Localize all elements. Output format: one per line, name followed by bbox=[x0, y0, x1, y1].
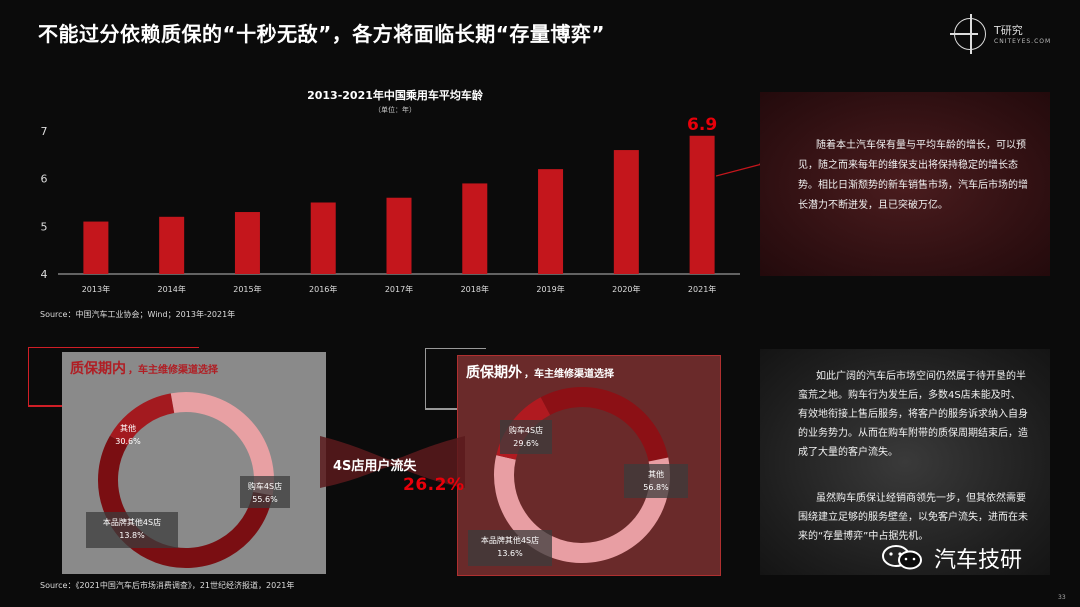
logo-name: T研究 bbox=[994, 24, 1023, 37]
x-tick-label: 2016年 bbox=[309, 284, 337, 294]
bar-chart: 4 5 6 7 2013年 2014年 2015年 2016年 2017年 2018年 2019年 2… bbox=[41, 115, 740, 294]
x-tick-label: 2021年 bbox=[688, 284, 716, 294]
wechat-icon bbox=[882, 545, 922, 570]
donut2-label-purchase-4s: 购车4S店 29.6% bbox=[500, 420, 552, 454]
loss-label: 4S店用户流失 bbox=[333, 459, 417, 474]
donut1-label-other: 其他 30.6% bbox=[115, 424, 141, 446]
y-tick-label: 6 bbox=[41, 173, 48, 186]
donut2-label-other: 其他 56.8% bbox=[624, 464, 688, 498]
watermark-text: 汽车技研 bbox=[934, 548, 1023, 573]
donut-slice bbox=[494, 455, 670, 563]
donut-slice bbox=[170, 392, 274, 496]
donut-slice bbox=[98, 435, 273, 568]
y-tick-label: 5 bbox=[41, 220, 48, 233]
bar bbox=[538, 169, 564, 274]
survey-source: Source：《2021中国汽车后市场消费调查》，21世纪经济报道，2021年 bbox=[40, 581, 295, 590]
bar bbox=[613, 150, 639, 274]
donut1-label-purchase-4s: 购车4S店 55.6% bbox=[240, 476, 290, 508]
bar-highlight-label: 6.9 bbox=[687, 115, 717, 135]
bar bbox=[83, 221, 109, 274]
x-tick-label: 2018年 bbox=[461, 284, 489, 294]
panel-out-warranty-subtitle: ，车主维修渠道选择 bbox=[524, 369, 614, 380]
x-tick-label: 2020年 bbox=[612, 284, 640, 294]
bar bbox=[462, 183, 488, 274]
panel-out-warranty-title: 质保期外 bbox=[466, 365, 522, 381]
insight-box-growth: 随着本土汽车保有量与平均车龄的增长，可以预见，随之而来每年的维保支出将保持稳定的… bbox=[760, 92, 1050, 276]
x-tick-label: 2014年 bbox=[157, 284, 185, 294]
bar bbox=[234, 212, 260, 274]
donut2-label-brand-4s: 本品牌其他4S店 13.6% bbox=[468, 530, 552, 566]
donut1-label-brand-4s: 本品牌其他4S店 13.8% bbox=[86, 512, 178, 548]
chart-title: 2013-2021年中国乘用车平均车龄 bbox=[307, 89, 483, 102]
insight-text-p2: 虽然购车质保让经销商领先一步，但其依然需要围绕建立足够的服务壁垒，以免客户流失，… bbox=[798, 493, 1028, 542]
bar bbox=[386, 197, 412, 274]
donut-slice bbox=[540, 387, 669, 462]
panel-in-warranty-subtitle: ，车主维修渠道选择 bbox=[128, 365, 218, 376]
bar bbox=[159, 216, 185, 274]
panel-connector bbox=[320, 436, 465, 488]
gray-bracket bbox=[425, 348, 486, 409]
red-bracket bbox=[28, 347, 199, 406]
callout-connector bbox=[716, 162, 765, 177]
page-title: 不能过分依赖质保的“十秒无敌”，各方将面临长期“存量博弈” bbox=[38, 22, 606, 46]
x-tick-label: 2015年 bbox=[233, 284, 261, 294]
loss-value: 26.2% bbox=[403, 475, 465, 495]
chart-source: Source：中国汽车工业协会；Wind；2013年-2021年 bbox=[40, 310, 236, 319]
bar bbox=[689, 135, 715, 274]
logo-sub: CNITEYES.COM bbox=[994, 38, 1052, 45]
donut-in-warranty bbox=[98, 392, 274, 568]
panel-out-warranty-heading: 质保期外 ，车主维修渠道选择 bbox=[466, 362, 614, 382]
panel-in-warranty-heading: 质保期内 ，车主维修渠道选择 bbox=[70, 358, 218, 378]
insight-text-growth: 随着本土汽车保有量与平均车龄的增长，可以预见，随之而来每年的维保支出将保持稳定的… bbox=[798, 140, 1028, 211]
insight-text-p1: 如此广阔的汽车后市场空间仍然属于待开垦的半蛮荒之地。购车行为发生后，多数4S店未… bbox=[798, 371, 1028, 458]
insight-box-competition: 如此广阔的汽车后市场空间仍然属于待开垦的半蛮荒之地。购车行为发生后，多数4S店未… bbox=[760, 349, 1050, 575]
page-number: 33 bbox=[1058, 594, 1066, 601]
panel-in-warranty-title: 质保期内 bbox=[70, 361, 126, 377]
y-tick-label: 4 bbox=[41, 268, 48, 281]
bar bbox=[310, 202, 336, 274]
x-tick-label: 2017年 bbox=[385, 284, 413, 294]
logo: T研究 CNITEYES.COM bbox=[950, 14, 1070, 54]
y-tick-label: 7 bbox=[41, 125, 48, 138]
x-tick-label: 2019年 bbox=[536, 284, 564, 294]
chart-unit: （单位：年） bbox=[374, 106, 416, 114]
x-tick-label: 2013年 bbox=[82, 284, 110, 294]
donut-slice bbox=[110, 393, 175, 446]
